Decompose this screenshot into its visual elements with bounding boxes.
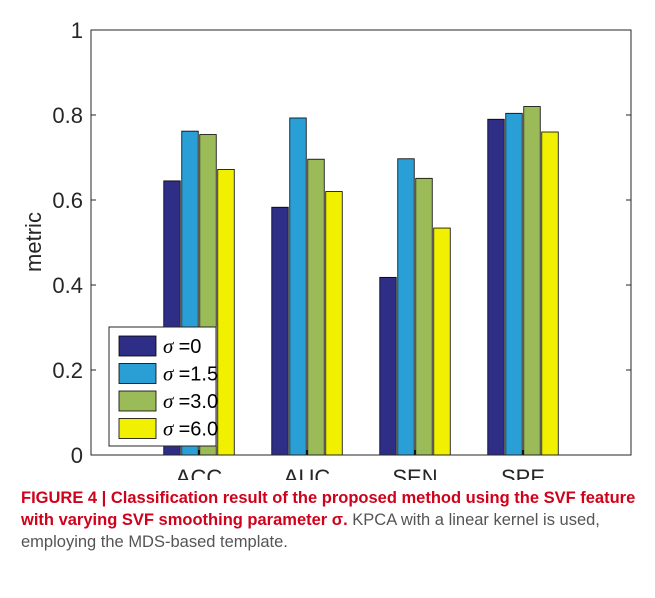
bar-acc-series-3	[217, 168, 235, 456]
bar-spe-series-0	[487, 118, 505, 456]
bar-chart: 00.20.40.60.81 ACC AUC SEN SPE metric σ =0σ…	[21, 18, 632, 480]
y-tick-label: 0	[71, 443, 83, 468]
bar-auc-series-1	[289, 117, 307, 456]
legend-swatch	[118, 390, 157, 412]
bar-sen-series-0	[379, 276, 397, 456]
legend-label: σ =3.0	[163, 389, 218, 413]
y-axis: 0 0.2 0.4 0.6 0.8 1	[52, 18, 631, 468]
caption-body: KPCA with a linear kernel is used, emplo…	[21, 511, 600, 551]
legend: σ =0 σ =1.5 σ =3.0 σ =6.0	[108, 326, 218, 447]
caption-title: FIGURE 4 | Classification result of the …	[21, 489, 636, 529]
legend-label: σ =1.5	[163, 362, 218, 386]
legend-swatch	[118, 418, 157, 439]
x-tick-label: AUC	[284, 465, 331, 480]
bar-auc-series-0	[271, 206, 289, 456]
bar-sen-series-3	[433, 227, 451, 456]
bar-auc-series-2	[307, 158, 325, 456]
y-tick-label: 0.4	[52, 273, 83, 298]
bar-spe-series-2	[523, 106, 541, 456]
legend-swatch	[118, 363, 157, 384]
legend-label: σ =6.0	[163, 417, 218, 441]
y-axis-label: metric	[21, 212, 46, 272]
x-tick-label: SEN	[392, 465, 437, 480]
y-tick-label: 0.8	[52, 103, 83, 128]
x-tick-label: SPE	[501, 465, 545, 480]
x-tick-label: ACC	[176, 465, 223, 480]
plot-frame	[90, 29, 632, 456]
x-axis: ACC AUC SEN SPE	[176, 450, 545, 480]
bar-spe-series-3	[541, 131, 559, 456]
y-tick-label: 0.2	[52, 358, 83, 383]
y-tick-label: 1	[71, 18, 83, 43]
legend-swatch	[118, 335, 157, 357]
y-tick-label: 0.6	[52, 188, 83, 213]
legend-label: σ =0	[163, 334, 201, 358]
figure-caption: FIGURE 4 | Classification result of the …	[21, 487, 641, 553]
bar-spe-series-1	[505, 112, 523, 456]
bar-sen-series-1	[397, 158, 415, 456]
bar-sen-series-2	[415, 177, 433, 456]
bar-auc-series-3	[325, 191, 343, 456]
